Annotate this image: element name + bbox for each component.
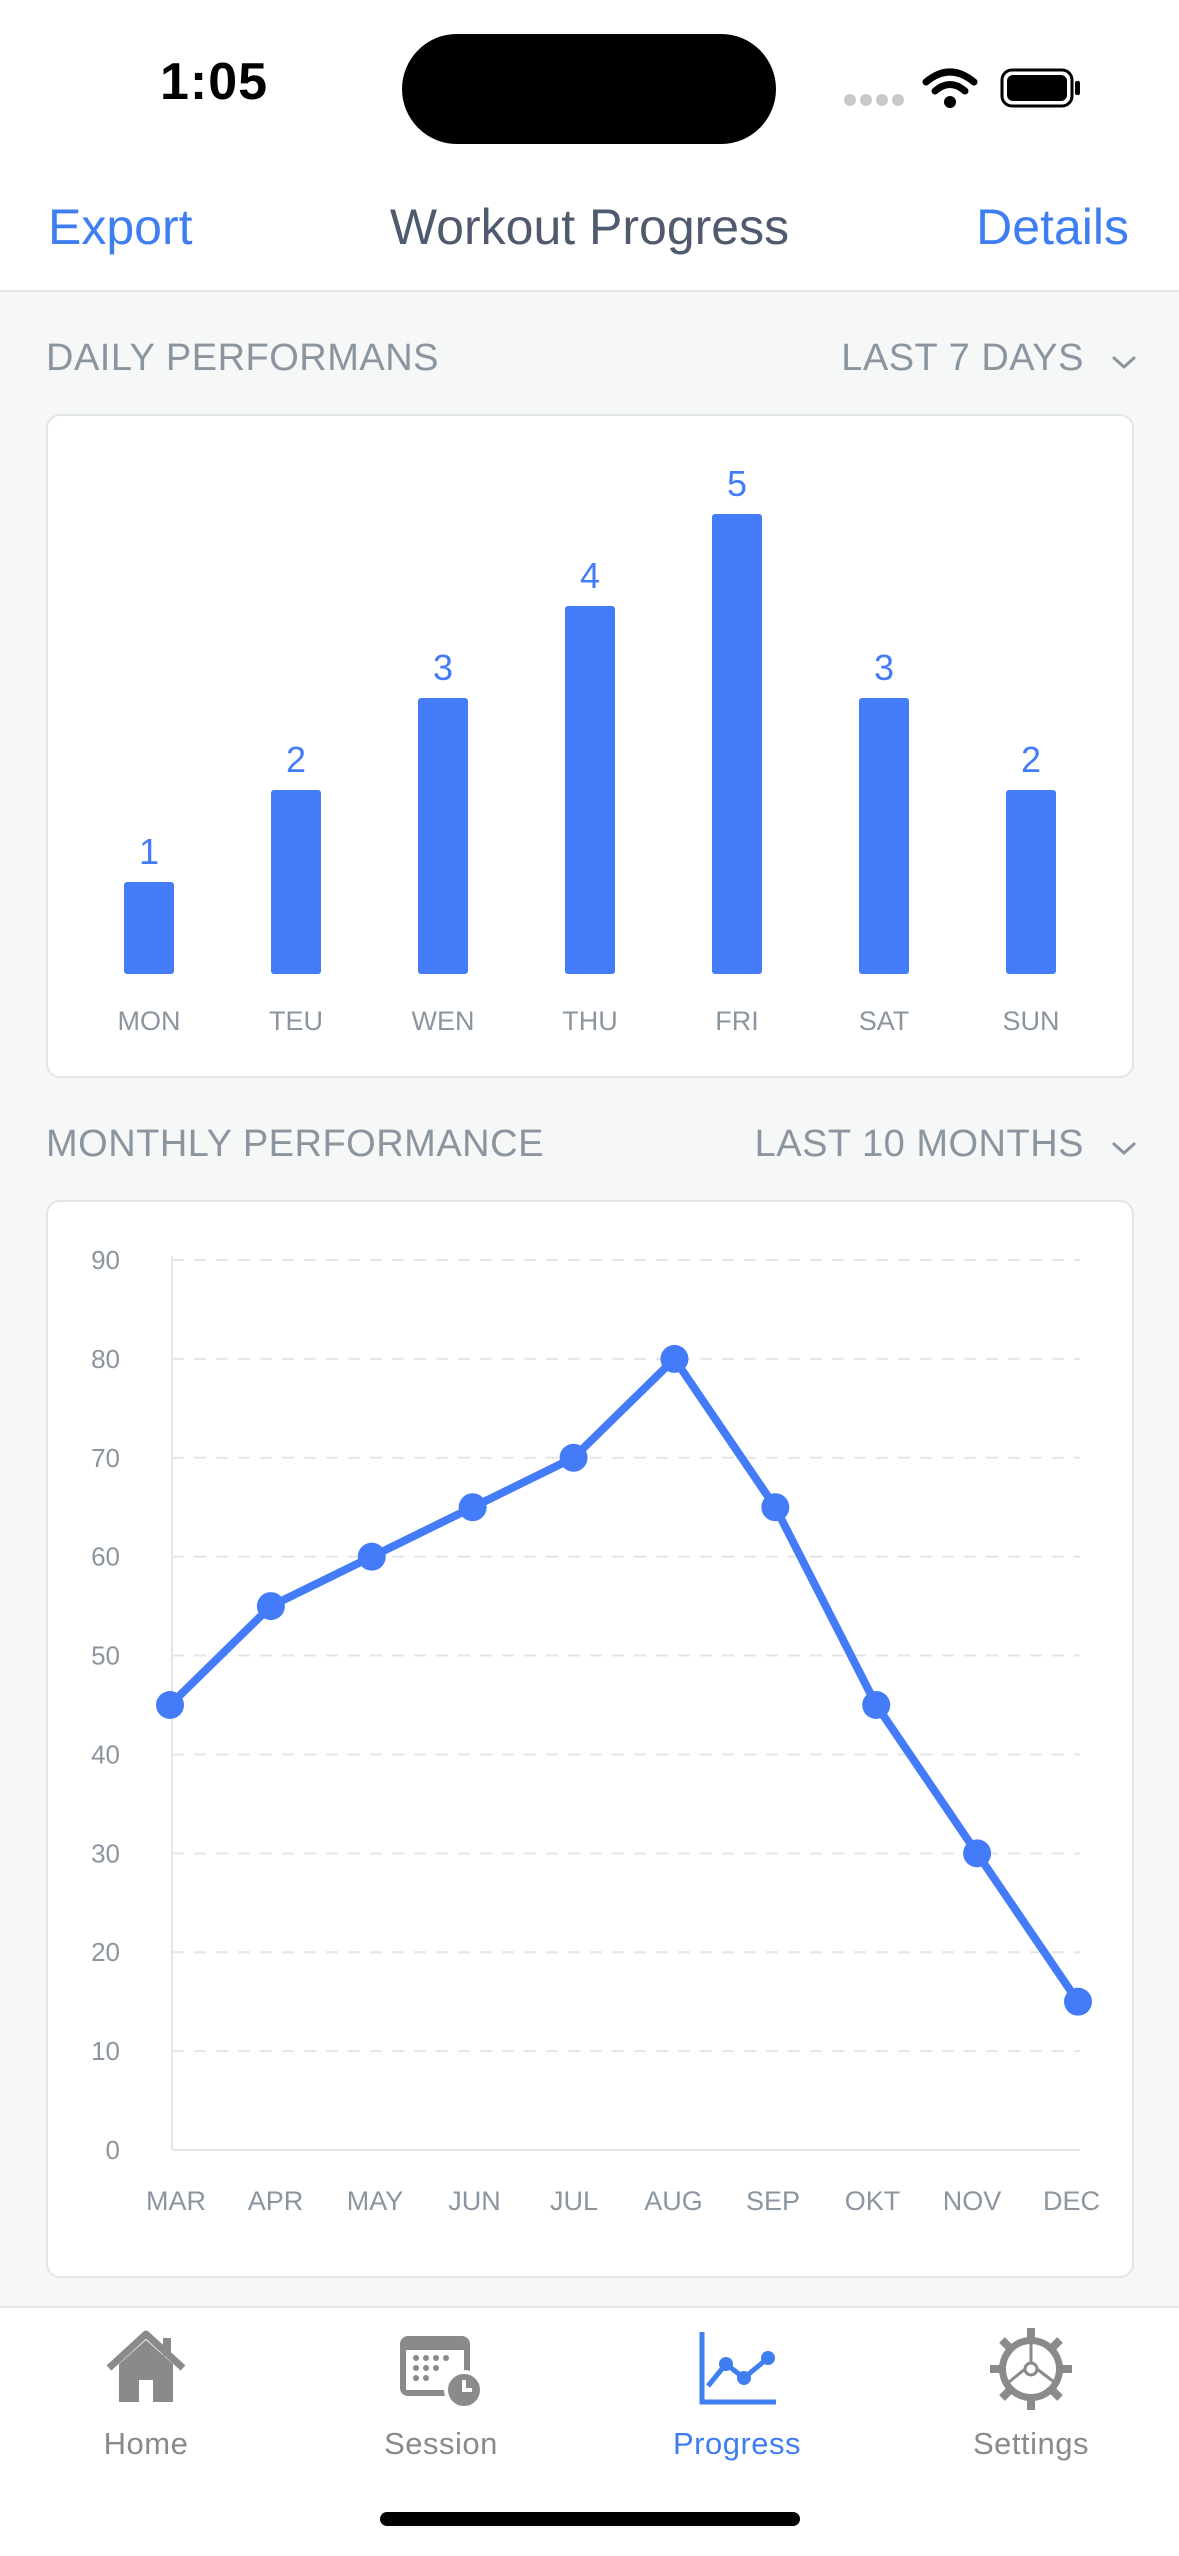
x-tick-label: SEP	[746, 2186, 800, 2216]
tab-home[interactable]: Home	[46, 2324, 246, 2462]
y-tick-label: 50	[91, 1641, 120, 1671]
x-tick-label: APR	[248, 2186, 304, 2216]
y-tick-label: 60	[91, 1542, 120, 1572]
home-icon	[106, 2330, 186, 2402]
y-tick-label: 80	[91, 1344, 120, 1374]
x-tick-label: NOV	[943, 2186, 1002, 2216]
x-tick-label: AUG	[644, 2186, 703, 2216]
point-aug	[660, 1344, 689, 1373]
y-tick-label: 20	[91, 1937, 120, 1967]
bar-sun	[1006, 790, 1056, 974]
bar-category-label: TEU	[269, 1006, 323, 1036]
x-tick-label: DEC	[1043, 2186, 1100, 2216]
tab-settings[interactable]: Settings	[931, 2324, 1131, 2462]
y-tick-label: 70	[91, 1443, 120, 1473]
page-title: Workout Progress	[389, 199, 790, 255]
x-tick-label: JUN	[448, 2186, 501, 2216]
tab-home-label: Home	[103, 2426, 189, 2461]
export-button[interactable]: Export	[48, 199, 193, 255]
y-tick-label: 0	[106, 2135, 120, 2165]
daily-range-selector[interactable]: LAST 7 DAYS	[841, 337, 1136, 381]
monthly-line-chart: 0 10 20 30 40 50 60 70 80 90 MAR APR MAY JUN JUL AUG SEP…	[91, 1245, 1100, 2216]
bar-sat	[859, 698, 909, 974]
monthly-section-title: MONTHLY PERFORMANCE	[46, 1123, 544, 1165]
gear-icon	[990, 2328, 1072, 2410]
x-tick-label: JUL	[550, 2186, 598, 2216]
y-tick-label: 90	[91, 1245, 120, 1275]
x-tick-label: OKT	[845, 2186, 901, 2216]
bar-category-label: MON	[118, 1006, 181, 1036]
bar-mon	[124, 882, 174, 974]
tab-progress-label: Progress	[672, 2426, 802, 2461]
details-button[interactable]: Details	[976, 199, 1129, 255]
monthly-range-label: LAST 10 MONTHS	[754, 1123, 1084, 1165]
bar-thu	[565, 606, 615, 974]
bar-value-label: 5	[727, 463, 747, 504]
bar-value-label: 2	[1021, 739, 1041, 780]
daily-section-title: DAILY PERFORMANS	[46, 337, 440, 379]
y-tick-label: 10	[91, 2036, 120, 2066]
x-tick-label: MAR	[146, 2186, 206, 2216]
point-may	[357, 1542, 386, 1571]
bar-category-label: FRI	[715, 1006, 759, 1036]
bar-value-label: 2	[286, 739, 306, 780]
y-tick-label: 30	[91, 1838, 120, 1868]
bar-fri	[712, 514, 762, 974]
point-nov	[963, 1839, 992, 1868]
daily-performance-card: 1 MON 2 TEU 3 WEN 4 THU 5 FRI 3 SAT 2 SUN	[46, 414, 1134, 1078]
bar-category-label: THU	[562, 1006, 618, 1036]
x-tick-label: MAY	[347, 2186, 404, 2216]
series-line	[166, 1354, 1082, 2006]
monthly-section-header: MONTHLY PERFORMANCE LAST 10 MONTHS	[46, 1123, 1136, 1173]
calendar-clock-icon	[400, 2336, 484, 2410]
point-jul	[559, 1443, 588, 1472]
point-dec	[1064, 1987, 1092, 2016]
tab-session[interactable]: Session	[341, 2324, 541, 2462]
point-sep	[761, 1493, 790, 1522]
home-indicator	[380, 2512, 800, 2526]
point-mar	[156, 1691, 184, 1719]
bar-category-label: SAT	[859, 1006, 910, 1036]
dynamic-island	[402, 34, 776, 144]
navigation-bar: Workout Progress Export Details	[0, 170, 1179, 292]
point-okt	[862, 1691, 891, 1719]
bar-wen	[418, 698, 468, 974]
tab-progress[interactable]: Progress	[637, 2324, 837, 2462]
bar-category-label: WEN	[412, 1006, 475, 1036]
status-time: 1:05	[160, 53, 269, 111]
bar-value-label: 3	[433, 647, 453, 688]
daily-bar-chart: 1 MON 2 TEU 3 WEN 4 THU 5 FRI 3 SAT 2 SUN	[118, 463, 1060, 1036]
y-tick-label: 40	[91, 1739, 120, 1769]
bar-teu	[271, 790, 321, 974]
bar-value-label: 1	[139, 831, 159, 872]
daily-section-header: DAILY PERFORMANS LAST 7 DAYS	[46, 337, 1136, 387]
tab-session-label: Session	[384, 2426, 498, 2461]
daily-range-label: LAST 7 DAYS	[841, 337, 1084, 379]
monthly-performance-card: 0 10 20 30 40 50 60 70 80 90 MAR APR MAY JUN JUL AUG SEP…	[46, 1200, 1134, 2278]
line-chart-icon	[699, 2332, 776, 2405]
status-bar: 1:05	[0, 0, 1179, 170]
bar-value-label: 4	[580, 555, 600, 596]
chevron-down-icon	[1112, 338, 1136, 381]
cellular-signal-icon	[844, 94, 906, 108]
tab-settings-label: Settings	[972, 2426, 1089, 2461]
battery-icon	[1000, 68, 1080, 108]
monthly-range-selector[interactable]: LAST 10 MONTHS	[755, 1123, 1136, 1167]
point-apr	[256, 1592, 285, 1621]
wifi-icon	[922, 68, 978, 108]
bar-value-label: 3	[874, 647, 894, 688]
chevron-down-icon	[1112, 1124, 1136, 1167]
bar-category-label: SUN	[1002, 1006, 1059, 1036]
point-jun	[458, 1493, 487, 1522]
